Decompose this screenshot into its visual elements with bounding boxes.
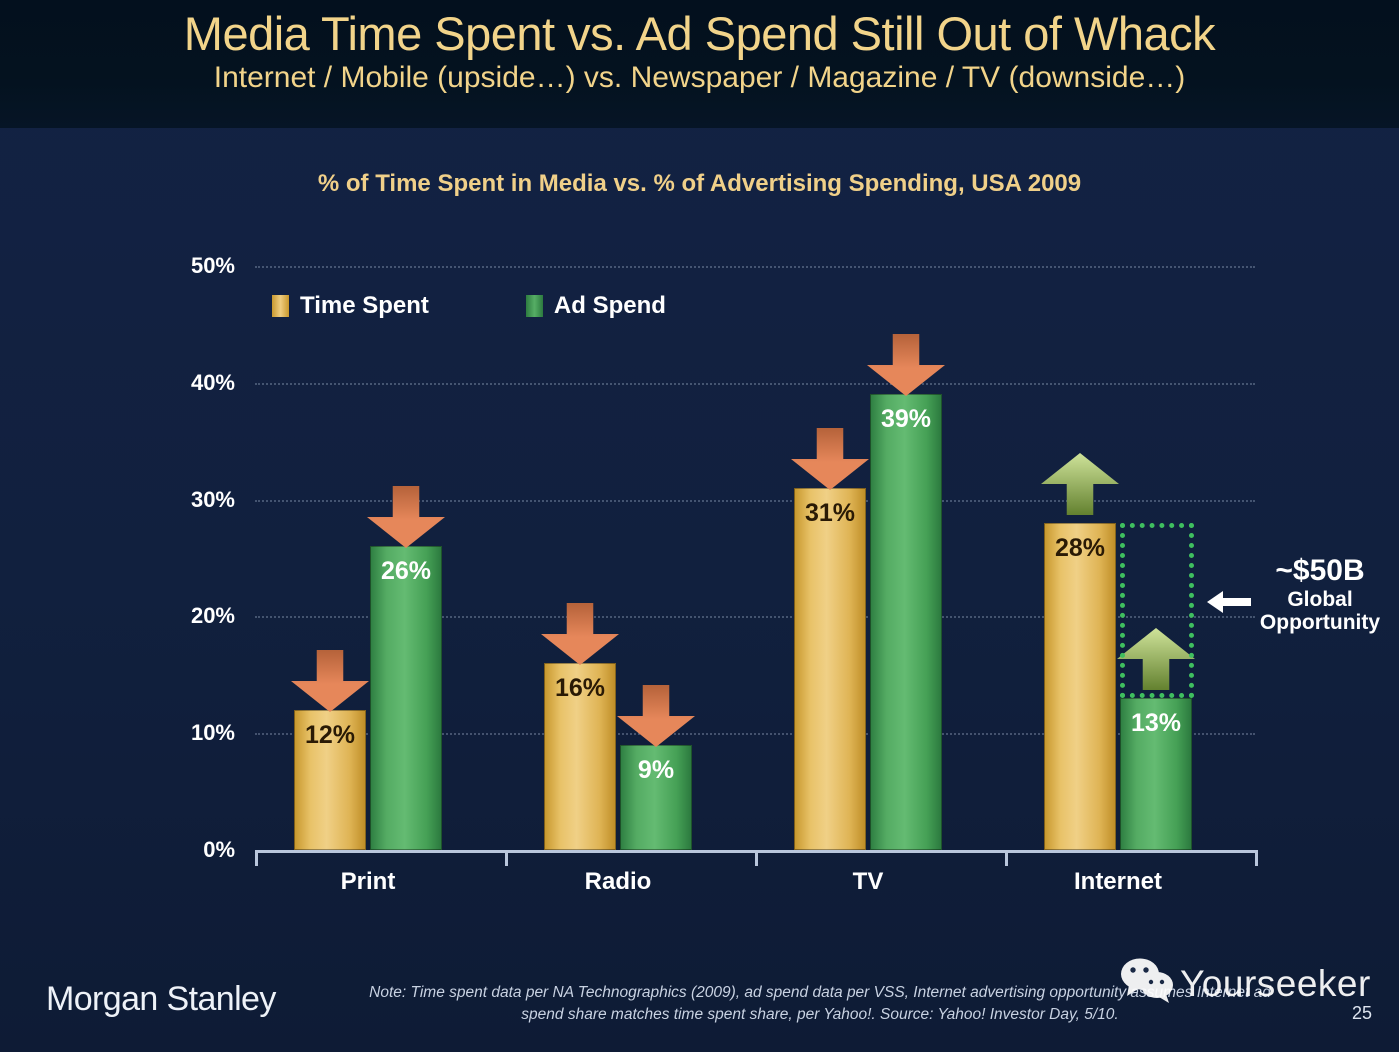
bar-print-time-spent: 12% bbox=[294, 709, 366, 850]
bar-print-ad-spend: 26% bbox=[370, 546, 442, 850]
y-axis-tick: 30% bbox=[190, 486, 235, 512]
bar-value-label: 28% bbox=[1054, 533, 1106, 562]
bar-value-label: 26% bbox=[380, 557, 432, 586]
x-axis-tick bbox=[1255, 850, 1258, 866]
footnote-line-1: Note: Time spent data per NA Technograph… bbox=[369, 984, 1271, 1001]
bar-value-label: 16% bbox=[554, 674, 606, 703]
opportunity-callout: ~$50B Global Opportunity bbox=[1245, 554, 1395, 635]
callout-value: ~$50B bbox=[1275, 554, 1365, 587]
x-axis-tick bbox=[1005, 850, 1008, 866]
down-arrow-icon bbox=[541, 603, 619, 666]
x-axis-label-radio: Radio bbox=[584, 868, 652, 895]
watermark: Yourseeker bbox=[1120, 958, 1371, 1009]
chart-plot-area: 12% 26% 16% 9% 31% 39% 28% 13% bbox=[255, 266, 1255, 850]
y-axis-tick: 0% bbox=[203, 837, 235, 862]
y-axis-tick: 10% bbox=[190, 720, 235, 746]
bar-value-label: 13% bbox=[1130, 709, 1182, 738]
x-axis-label-internet: Internet bbox=[1073, 868, 1162, 895]
y-axis-tick: 50% bbox=[190, 253, 235, 278]
watermark-text: Yourseeker bbox=[1180, 962, 1371, 1004]
down-arrow-icon bbox=[867, 334, 945, 397]
morgan-stanley-logo: Morgan Stanley bbox=[46, 980, 276, 1018]
bar-internet-time-spent: 28% bbox=[1044, 522, 1116, 850]
callout-line-1: Global bbox=[1287, 587, 1353, 611]
legend-item-ad-spend: Ad Spend bbox=[525, 292, 666, 320]
callout-arrow-icon bbox=[1205, 586, 1253, 623]
x-axis-tick bbox=[505, 850, 508, 866]
bar-tv-time-spent: 31% bbox=[794, 487, 866, 850]
up-arrow-icon bbox=[1117, 628, 1195, 691]
bar-value-label: 39% bbox=[880, 405, 932, 434]
bar-radio-ad-spend: 9% bbox=[620, 744, 692, 850]
legend-label-time-spent: Time Spent bbox=[300, 292, 429, 319]
down-arrow-icon bbox=[367, 486, 445, 549]
gridline bbox=[255, 382, 1255, 385]
up-arrow-icon bbox=[1041, 452, 1119, 515]
down-arrow-icon bbox=[291, 649, 369, 712]
x-axis-label-print: Print bbox=[340, 868, 396, 895]
legend-item-time-spent: Time Spent bbox=[272, 292, 429, 320]
footnote: Note: Time spent data per NA Technograph… bbox=[300, 982, 1340, 1027]
bar-value-label: 12% bbox=[304, 720, 356, 749]
chart-legend: Time Spent Ad Spend bbox=[272, 292, 666, 320]
y-axis-tick: 20% bbox=[190, 603, 235, 629]
page-number: 25 bbox=[1352, 1003, 1373, 1023]
down-arrow-icon bbox=[617, 684, 695, 747]
opportunity-box bbox=[1120, 522, 1194, 699]
gridline bbox=[255, 499, 1255, 502]
x-axis-tick bbox=[255, 850, 258, 866]
legend-swatch-time-spent bbox=[272, 295, 289, 317]
footnote-line-2: spend share matches time spent share, pe… bbox=[521, 1006, 1119, 1024]
gridline bbox=[255, 733, 1255, 736]
gridline bbox=[255, 266, 1255, 268]
legend-label-ad-spend: Ad Spend bbox=[553, 292, 666, 319]
down-arrow-icon bbox=[791, 427, 869, 490]
bar-tv-ad-spend: 39% bbox=[870, 394, 942, 850]
chart-title: % of Time Spent in Media vs. % of Advert… bbox=[317, 170, 1082, 197]
y-axis-tick: 40% bbox=[190, 369, 235, 395]
page-title: Media Time Spent vs. Ad Spend Still Out … bbox=[183, 7, 1216, 60]
wechat-icon bbox=[1120, 958, 1176, 1009]
bar-value-label: 31% bbox=[804, 498, 856, 527]
x-axis-tick bbox=[755, 850, 758, 866]
page-subtitle: Internet / Mobile (upside…) vs. Newspape… bbox=[213, 60, 1186, 94]
bar-radio-time-spent: 16% bbox=[544, 663, 616, 850]
callout-line-2: Opportunity bbox=[1259, 611, 1381, 635]
bar-internet-ad-spend: 13% bbox=[1120, 698, 1192, 850]
bar-value-label: 9% bbox=[637, 755, 675, 784]
x-axis-label-tv: TV bbox=[852, 868, 884, 895]
legend-swatch-ad-spend bbox=[525, 295, 543, 317]
gridline bbox=[255, 616, 1255, 619]
slide-header: Media Time Spent vs. Ad Spend Still Out … bbox=[0, 0, 1399, 128]
